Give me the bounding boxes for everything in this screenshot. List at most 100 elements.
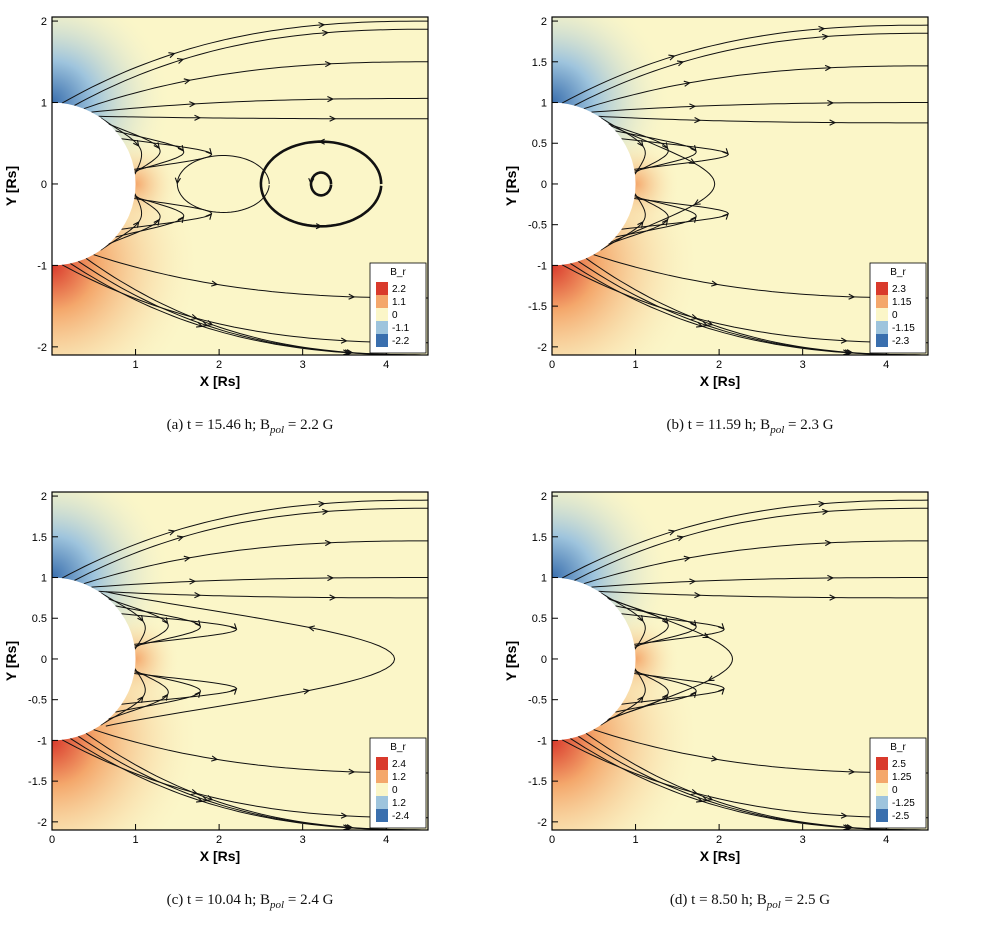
y-tick-label: 1.5 — [532, 57, 547, 69]
caption-a: (a) t = 15.46 h; Bpol = 2.2 G — [0, 417, 500, 436]
cusp-field-line-arrow — [307, 625, 315, 632]
open-field-line-arrow — [322, 508, 330, 515]
open-field-line-arrow — [676, 535, 685, 542]
legend-level-label: 1.2 — [392, 798, 406, 809]
x-tick-label: 1 — [632, 834, 638, 846]
open-field-line — [585, 257, 928, 355]
legend-level-label: 1.1 — [392, 297, 406, 308]
plot-d: 0 1 2 3 4 2 1.5 1 0.5 0 -0.5 -1 -1.5 -2 X [Rs] Y [Rs] B_… — [503, 491, 929, 864]
legend-swatch — [376, 783, 388, 796]
open-field-line-arrow — [346, 349, 354, 355]
legend-level-label: -2.4 — [392, 811, 410, 822]
legend-level-label: 1.2 — [392, 772, 406, 783]
plasmoid-outer-ring-arrow — [315, 223, 323, 230]
open-field-line-arrow — [822, 508, 830, 515]
legend-swatch — [376, 809, 388, 822]
open-field-line — [61, 20, 428, 104]
y-tick-label: 1 — [41, 573, 47, 585]
open-field-line-arrow — [676, 60, 685, 67]
open-field-line-arrow — [690, 788, 699, 796]
legend-level-label: -1.25 — [892, 798, 915, 809]
open-field-line — [598, 590, 928, 599]
field-lines — [561, 24, 928, 355]
open-field-line-arrow — [694, 117, 702, 124]
open-field-line-arrow — [194, 592, 202, 599]
open-field-line — [83, 61, 428, 110]
legend-level-label: 0 — [392, 785, 398, 796]
open-field-line-arrow — [340, 812, 348, 819]
open-field-line — [583, 540, 928, 585]
x-tick-label: 4 — [883, 834, 889, 846]
legend-swatch — [376, 796, 388, 809]
caption-c-value: = 2.4 G — [284, 892, 334, 908]
legend-swatch — [376, 770, 388, 783]
y-tick-label: 1 — [541, 98, 547, 110]
y-tick-label: 2 — [541, 16, 547, 28]
open-field-line-arrow — [840, 812, 848, 819]
y-tick-label: -1.5 — [528, 776, 547, 788]
open-field-line-arrow — [668, 54, 676, 61]
legend-swatch — [876, 321, 888, 334]
arcade-loop-south-arrow — [153, 218, 160, 226]
caption-b-text: (b) t = 11.59 h; B — [666, 417, 771, 433]
open-field-line-arrow — [168, 529, 176, 536]
open-field-line-arrow — [822, 33, 830, 40]
open-field-line — [83, 540, 428, 585]
open-field-line — [561, 499, 928, 579]
open-field-line-arrow — [329, 115, 337, 122]
open-field-line-arrow — [706, 795, 714, 801]
y-tick-label: 2 — [41, 16, 47, 28]
solar-disk — [552, 577, 636, 741]
open-field-line-arrow — [829, 594, 837, 601]
panel-b: 0 1 2 3 4 2 1.5 1 0.5 0 -0.5 -1 -1.5 -2 X [Rs] Y [Rs] B_… — [500, 0, 1000, 475]
open-field-line — [591, 577, 928, 588]
caption-c-sub: pol — [270, 899, 285, 911]
caption-a-value: = 2.2 G — [284, 417, 334, 433]
open-field-line — [85, 257, 428, 355]
open-field-line-arrow — [318, 21, 326, 29]
x-tick-label: 1 — [132, 359, 138, 371]
open-field-line — [91, 577, 428, 588]
x-tick-label: 1 — [132, 834, 138, 846]
y-tick-label: -2 — [37, 817, 47, 829]
plot-frame — [51, 491, 429, 831]
open-field-line-arrow — [846, 349, 854, 355]
legend-swatch — [876, 282, 888, 295]
y-tick-label: -1 — [537, 260, 547, 272]
plot-area — [552, 17, 928, 355]
y-tick-label: 0 — [541, 654, 547, 666]
open-field-line-arrow — [683, 555, 691, 562]
open-field-line-arrow — [211, 755, 219, 762]
caption-c: (c) t = 10.04 h; Bpol = 2.4 G — [0, 892, 500, 911]
x-tick-label: 4 — [383, 359, 389, 371]
plot-frame — [551, 16, 929, 356]
open-field-line — [585, 732, 928, 830]
y-axis-label: Y [Rs] — [3, 641, 19, 681]
x-axis-label: X [Rs] — [700, 848, 740, 864]
field-lines — [61, 20, 428, 355]
y-axis-label: Y [Rs] — [503, 641, 519, 681]
x-tick-label: 4 — [883, 359, 889, 371]
open-field-line-arrow — [176, 535, 185, 542]
legend-level-label: 0 — [892, 785, 898, 796]
y-axis-label: Y [Rs] — [3, 166, 19, 206]
plot-area — [52, 17, 428, 355]
plot-a: 1 2 3 4 2 1 0 -1 -2 X [Rs] Y [Rs] B_r 2.2 1.1 0 -1.1 -2.… — [3, 16, 429, 389]
legend: B_r 2.2 1.1 0 -1.1 -2.2 — [369, 262, 427, 354]
open-field-line-arrow — [348, 293, 356, 300]
arcade-loop-north-arrow — [137, 614, 144, 623]
x-tick-label: 2 — [716, 834, 722, 846]
caption-a-sub: pol — [270, 424, 285, 436]
x-tick-label: 0 — [549, 834, 555, 846]
open-field-line-arrow — [827, 574, 835, 582]
open-field-line-arrow — [818, 25, 826, 33]
arcade-loop-north-arrow — [718, 623, 725, 630]
separatrix-loop-arrow — [174, 177, 181, 185]
legend-swatch — [376, 295, 388, 308]
large-closed-loop — [609, 125, 716, 243]
y-tick-label: -2 — [37, 342, 47, 354]
plot-area — [552, 492, 928, 830]
legend-level-label: -2.5 — [892, 811, 910, 822]
legend-swatch — [876, 334, 888, 347]
arcade-loop-south-arrow — [722, 212, 729, 220]
